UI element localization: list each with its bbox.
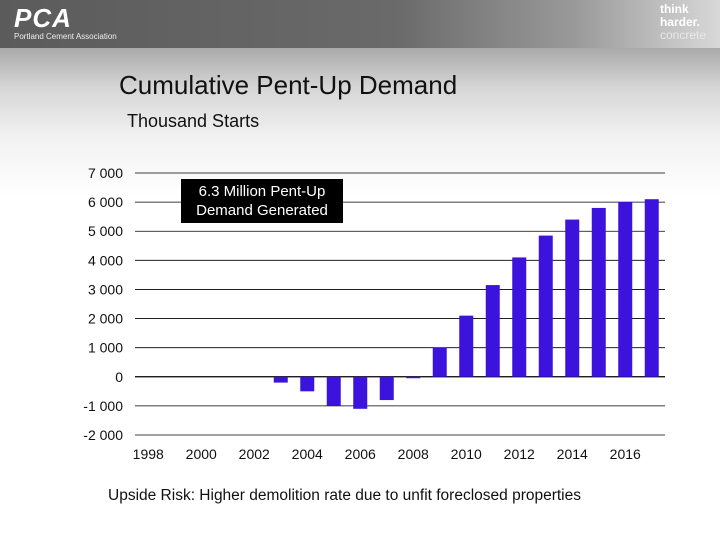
bar-2010 xyxy=(459,315,474,377)
x-tick-label: 2012 xyxy=(504,446,535,462)
x-tick-label: 2016 xyxy=(610,446,641,462)
brand-line-2: harder. xyxy=(659,15,700,29)
bar-2007 xyxy=(379,376,394,401)
bar-2003 xyxy=(273,376,288,383)
bar-2012 xyxy=(512,257,527,377)
x-tick-label: 2008 xyxy=(398,446,429,462)
x-tick-label: 2006 xyxy=(345,446,376,462)
bar-2017 xyxy=(644,199,659,377)
chart-unit-label: Thousand Starts xyxy=(127,111,260,131)
y-tick-label: 2 000 xyxy=(88,311,123,327)
bar-2009 xyxy=(432,347,447,377)
y-tick-label: -1 000 xyxy=(83,398,123,414)
bar-2006 xyxy=(353,376,368,409)
x-tick-label: 2010 xyxy=(451,446,482,462)
x-tick-label: 2004 xyxy=(292,446,323,462)
y-tick-label: 3 000 xyxy=(88,281,123,297)
y-tick-label: 1 000 xyxy=(88,340,123,356)
pca-logo: PCA Portland Cement Association xyxy=(14,4,117,42)
slide-title: Cumulative Pent-Up Demand xyxy=(119,70,458,100)
y-tick-label: -2 000 xyxy=(83,427,123,443)
bar-2013 xyxy=(538,235,553,377)
bar-2011 xyxy=(485,285,500,377)
bar-2015 xyxy=(591,207,606,377)
brand-line-1: think xyxy=(659,2,689,16)
header-bar: PCA Portland Cement Association think ha… xyxy=(0,0,720,48)
pent-up-demand-callout: 6.3 Million Pent-Up Demand Generated xyxy=(181,179,343,223)
x-tick-label: 2000 xyxy=(186,446,217,462)
y-tick-label: 7 000 xyxy=(88,165,123,181)
y-tick-label: 6 000 xyxy=(88,194,123,210)
brand-logo: think harder. concrete xyxy=(660,3,706,42)
x-tick-label: 2014 xyxy=(557,446,588,462)
bar-2008 xyxy=(406,376,421,379)
x-tick-label: 2002 xyxy=(239,446,270,462)
logo-subtext: Portland Cement Association xyxy=(14,32,117,41)
logo-text: PCA xyxy=(14,3,72,33)
bar-2014 xyxy=(565,219,580,377)
x-tick-label: 1998 xyxy=(133,446,164,462)
brand-line-3: concrete xyxy=(659,28,706,42)
bar-2004 xyxy=(300,376,315,392)
y-tick-label: 4 000 xyxy=(88,252,123,268)
footnote: Upside Risk: Higher demolition rate due … xyxy=(108,487,581,504)
bar-2005 xyxy=(326,376,341,406)
y-tick-label: 0 xyxy=(115,369,123,385)
bar-2016 xyxy=(618,202,633,377)
y-tick-label: 5 000 xyxy=(88,223,123,239)
